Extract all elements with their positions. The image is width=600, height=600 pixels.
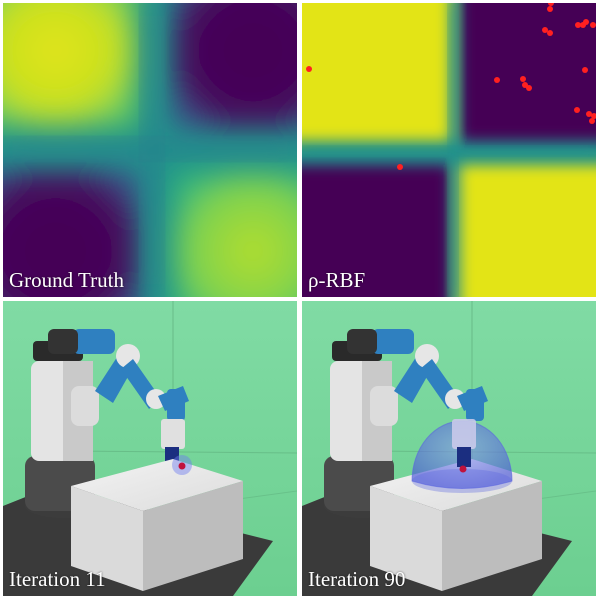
ground-truth-heatmap-image bbox=[3, 3, 297, 297]
sample-point bbox=[590, 22, 596, 28]
ground-truth-heatmap: Ground Truth bbox=[3, 3, 297, 297]
sample-point bbox=[547, 30, 553, 36]
sample-points bbox=[306, 3, 596, 170]
rho-rbf-heatmap-image bbox=[302, 3, 596, 297]
rho-rbf-caption: ρ-RBF bbox=[308, 268, 366, 292]
robot-scene-image bbox=[302, 301, 596, 596]
sample-point bbox=[575, 22, 581, 28]
robot-scene-image bbox=[3, 301, 297, 596]
iteration-90-caption: Iteration 90 bbox=[308, 567, 406, 591]
sample-point bbox=[589, 118, 595, 124]
sample-point bbox=[586, 111, 592, 117]
sample-point bbox=[306, 66, 312, 72]
sample-point bbox=[547, 6, 553, 12]
rho-rbf-heatmap: ρ-RBF bbox=[302, 3, 596, 297]
ground-truth-caption: Ground Truth bbox=[9, 268, 124, 292]
sample-point bbox=[574, 107, 580, 113]
sample-point bbox=[526, 85, 532, 91]
sample-point bbox=[583, 19, 589, 25]
iteration-11-scene: Iteration 11 bbox=[3, 301, 297, 596]
sample-point bbox=[397, 164, 403, 170]
iteration-11-caption: Iteration 11 bbox=[9, 567, 106, 591]
sample-point bbox=[548, 3, 554, 6]
iteration-90-scene: Iteration 90 bbox=[302, 301, 596, 596]
sample-point bbox=[520, 76, 526, 82]
sample-point bbox=[542, 27, 548, 33]
sample-point bbox=[582, 67, 588, 73]
sample-point bbox=[591, 113, 596, 119]
sample-point bbox=[494, 77, 500, 83]
